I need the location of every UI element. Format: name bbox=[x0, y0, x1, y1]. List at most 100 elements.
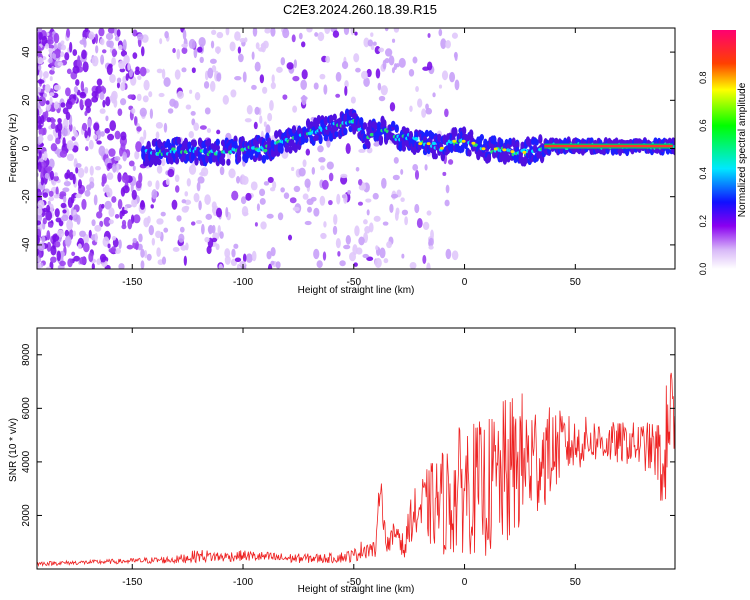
spectrogram-noise-blob bbox=[80, 91, 86, 97]
spectrogram-noise-blob bbox=[91, 219, 96, 227]
spectrogram-noise-blob bbox=[140, 260, 145, 269]
y-tick-label: 4000 bbox=[21, 450, 32, 473]
ridge-envelope-blob bbox=[194, 157, 199, 166]
spectrogram-noise-blob bbox=[432, 92, 436, 98]
spectrogram-noise-blob bbox=[43, 71, 49, 78]
spectrogram-noise-blob bbox=[155, 122, 163, 129]
spectrogram-noise-blob bbox=[127, 62, 131, 71]
ridge-envelope-blob bbox=[293, 143, 298, 153]
spectrogram-noise-blob bbox=[298, 167, 306, 177]
spectrogram-noise-blob bbox=[335, 238, 341, 249]
spectrogram-noise-blob bbox=[259, 198, 266, 205]
spectrogram-noise-blob bbox=[120, 209, 128, 215]
spectrogram-noise-blob bbox=[128, 160, 135, 167]
spectrogram-noise-blob bbox=[75, 163, 82, 168]
spectrogram-noise-blob bbox=[355, 247, 363, 255]
spectrogram-noise-blob bbox=[49, 170, 55, 181]
spectrogram-noise-blob bbox=[332, 30, 340, 38]
spectrogram-noise-blob bbox=[37, 207, 43, 216]
spectrogram-noise-blob bbox=[46, 230, 51, 241]
ridge-envelope-blob bbox=[167, 142, 173, 151]
ridge-envelope-blob bbox=[318, 134, 323, 145]
spectrogram-noise-blob bbox=[49, 261, 54, 269]
spectrogram-noise-blob bbox=[156, 247, 161, 258]
spectrogram-noise-blob bbox=[264, 28, 271, 34]
spectrogram-x-axis: -150 -100 -50 0 50 bbox=[122, 28, 581, 288]
spectrogram-noise-blob bbox=[265, 124, 271, 135]
spectrogram-noise-blob bbox=[49, 69, 55, 75]
spectrogram-noise-blob bbox=[54, 241, 61, 248]
spectrogram-noise-blob bbox=[416, 218, 423, 229]
x-tick-label: 0 bbox=[462, 577, 468, 588]
ridge-peak-blob bbox=[426, 142, 431, 146]
spectrogram-noise-blob bbox=[37, 79, 45, 84]
spectrogram-noise-blob bbox=[378, 47, 385, 53]
spectrogram-noise-blob bbox=[42, 217, 47, 225]
spectrogram-noise-blob bbox=[60, 250, 64, 260]
spectrogram-noise-blob bbox=[118, 239, 122, 250]
spectrogram-noise-blob bbox=[389, 102, 396, 112]
spectrogram-noise-blob bbox=[181, 67, 187, 73]
spectrogram-noise-blob bbox=[174, 69, 181, 80]
spectrogram-noise-blob bbox=[94, 232, 98, 243]
spectrogram-noise-blob bbox=[117, 172, 122, 183]
spectrogram-noise-blob bbox=[137, 37, 142, 48]
ridge-envelope-blob bbox=[215, 138, 220, 146]
spectrogram-noise-blob bbox=[49, 76, 53, 82]
ridge-peak-blob bbox=[418, 142, 423, 146]
ridge-envelope-blob bbox=[327, 124, 332, 133]
spectrogram-noise-blob bbox=[48, 48, 54, 53]
spectrogram-noise-blob bbox=[355, 67, 361, 73]
spectrogram-noise-blob bbox=[206, 245, 212, 255]
spectrogram-noise-blob bbox=[122, 151, 128, 162]
spectrogram-noise-blob bbox=[382, 59, 387, 70]
spectrogram-noise-blob bbox=[47, 134, 54, 142]
spectrogram-noise-blob bbox=[117, 108, 123, 117]
spectrogram-noise-blob bbox=[412, 164, 419, 171]
spectrogram-noise-blob bbox=[174, 174, 180, 183]
spectrogram-noise-blob bbox=[253, 121, 258, 130]
spectrogram-noise-blob bbox=[384, 48, 393, 57]
spectrogram-noise-blob bbox=[136, 93, 142, 102]
spectrogram-noise-blob bbox=[56, 229, 65, 238]
spectrogram-noise-blob bbox=[41, 235, 46, 243]
spectrogram-noise-blob bbox=[115, 162, 119, 173]
ridge-envelope-blob bbox=[151, 149, 157, 160]
spectrogram-noise-blob bbox=[319, 195, 326, 206]
spectrogram-noise-blob bbox=[123, 54, 130, 65]
spectrogram-noise-blob bbox=[366, 68, 372, 78]
spectrogram-noise-blob bbox=[269, 100, 274, 111]
spectrogram-noise-blob bbox=[121, 224, 127, 230]
spectrogram-noise-blob bbox=[293, 185, 301, 193]
spectrogram-noise-blob bbox=[239, 260, 246, 267]
spectrogram-noise-blob bbox=[37, 191, 43, 197]
spectrogram-noise-blob bbox=[214, 46, 221, 54]
spectrogram-noise-blob bbox=[242, 253, 247, 263]
spectrogram-noise-blob bbox=[45, 266, 52, 269]
spectrogram-noise-blob bbox=[250, 181, 258, 191]
spectrogram-noise-blob bbox=[143, 79, 150, 91]
spectrogram-noise-blob bbox=[67, 258, 73, 268]
spectrogram-noise-blob bbox=[400, 169, 404, 175]
spectrogram-noise-blob bbox=[449, 71, 456, 83]
spectrogram-noise-blob bbox=[254, 222, 258, 227]
spectrogram-noise-blob bbox=[186, 178, 191, 187]
spectrogram-noise-blob bbox=[57, 118, 62, 124]
spectrogram-noise-blob bbox=[113, 28, 118, 37]
x-tick-label: 0 bbox=[462, 277, 468, 288]
ridge-envelope-blob bbox=[141, 145, 146, 156]
spectrogram-noise-blob bbox=[38, 127, 46, 136]
spectrogram-noise-blob bbox=[51, 66, 55, 71]
spectrogram-noise-blob bbox=[242, 71, 247, 83]
spectrogram-noise-blob bbox=[454, 52, 458, 62]
spectrogram-noise-blob bbox=[127, 94, 135, 100]
spectrogram-noise-blob bbox=[93, 194, 98, 206]
spectrogram-noise-blob bbox=[358, 236, 365, 246]
spectrogram-noise-blob bbox=[57, 61, 64, 67]
ridge-peak-blob bbox=[510, 150, 515, 154]
ridge-strong-core bbox=[544, 144, 673, 148]
spectrogram-noise-blob bbox=[42, 192, 49, 198]
snr-y-label: SNR (10 * v/v) bbox=[8, 418, 19, 482]
spectrogram-noise-blob bbox=[358, 179, 363, 186]
